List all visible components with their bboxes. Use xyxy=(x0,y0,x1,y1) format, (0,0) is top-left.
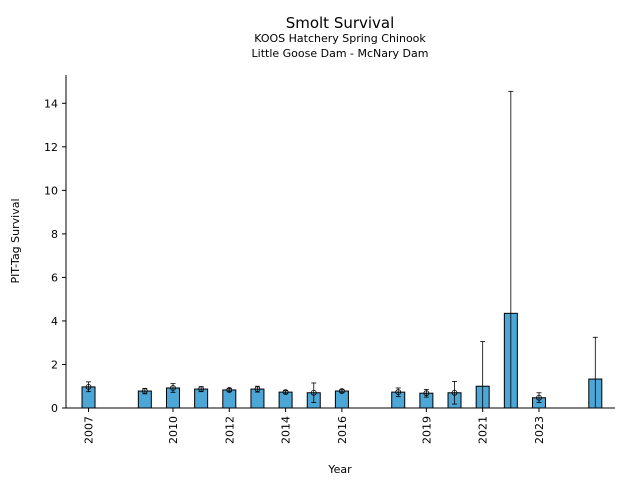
y-axis-label: PIT-Tag Survival xyxy=(9,198,22,283)
x-axis-ticks: 2007 2010 2012 2014 2016 2019 2021 2023 xyxy=(83,408,546,444)
x-tick-label: 2016 xyxy=(336,416,349,444)
data-point-marker xyxy=(198,386,205,392)
data-point-marker xyxy=(536,394,542,401)
x-axis-label: Year xyxy=(327,463,352,476)
chart-subtitle-line-1: KOOS Hatchery Spring Chinook xyxy=(254,32,426,45)
y-tick-label: 6 xyxy=(51,271,58,284)
x-tick-label: 2019 xyxy=(420,416,433,444)
x-tick-label: 2014 xyxy=(280,416,293,444)
data-point-marker xyxy=(141,388,148,394)
data-point-marker xyxy=(310,389,317,396)
x-tick-label: 2012 xyxy=(223,416,236,444)
x-tick-label: 2010 xyxy=(167,416,180,444)
chart-subtitle-line-2: Little Goose Dam - McNary Dam xyxy=(252,47,429,60)
chart-title: Smolt Survival xyxy=(286,14,395,32)
data-point-marker xyxy=(85,383,92,390)
data-point-marker xyxy=(423,390,430,397)
y-tick-label: 10 xyxy=(44,184,58,197)
y-tick-label: 12 xyxy=(44,141,58,154)
y-tick-label: 8 xyxy=(51,228,58,241)
x-tick-label: 2007 xyxy=(83,416,96,444)
bar-series xyxy=(81,90,603,409)
data-point-marker xyxy=(226,387,233,393)
data-point-marker xyxy=(339,388,345,394)
y-tick-label: 2 xyxy=(51,358,58,371)
x-tick-label: 2021 xyxy=(477,416,490,444)
y-tick-label: 4 xyxy=(51,315,58,328)
y-tick-label: 0 xyxy=(51,402,58,415)
data-point-marker xyxy=(395,389,402,396)
data-point-marker xyxy=(282,389,289,396)
data-point-marker xyxy=(170,385,176,391)
y-tick-label: 14 xyxy=(44,97,58,110)
data-point-marker xyxy=(254,386,261,392)
x-tick-label: 2023 xyxy=(533,416,546,444)
data-point-marker xyxy=(451,389,458,396)
y-axis-ticks: 0 2 4 6 8 10 12 14 xyxy=(44,97,66,415)
